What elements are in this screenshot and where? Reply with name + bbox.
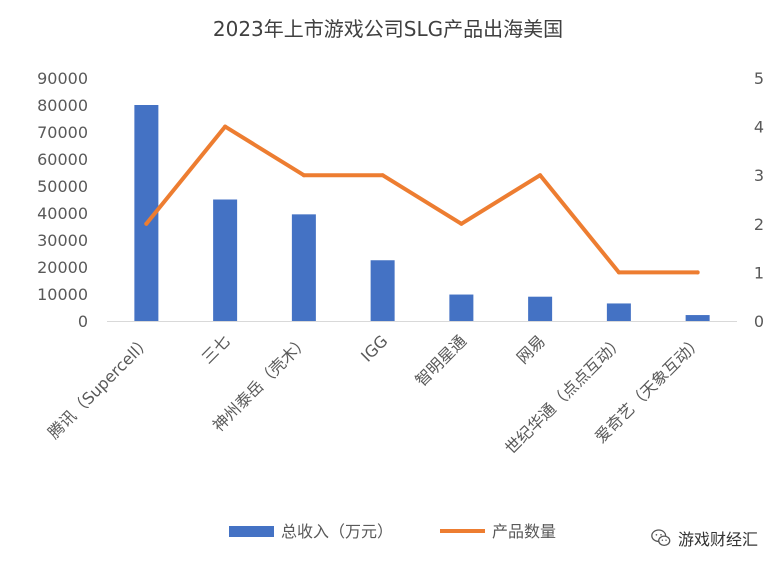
y-left-tick-label: 80000 <box>37 96 88 115</box>
bar <box>370 260 395 321</box>
line-point <box>616 270 621 275</box>
y-right-tick-label: 2 <box>754 215 764 234</box>
line-point <box>695 270 700 275</box>
y-left-tick-label: 0 <box>78 312 88 331</box>
y-right-tick-label: 3 <box>754 166 764 185</box>
legend-label-bar: 总收入（万元） <box>281 522 393 541</box>
line-point <box>380 173 385 178</box>
line-point <box>301 173 306 178</box>
bar <box>685 315 710 321</box>
legend-swatch-bar <box>229 526 274 537</box>
x-tick-label: 网易 <box>513 331 549 367</box>
y-right-tick-label: 1 <box>754 263 764 282</box>
y-right-tick-label: 0 <box>754 312 764 331</box>
x-tick-label: 智明星通 <box>412 331 471 390</box>
y-left-tick-label: 30000 <box>37 231 88 250</box>
y-left-tick-label: 60000 <box>37 150 88 169</box>
legend-label-line: 产品数量 <box>492 522 556 541</box>
y-left-tick-label: 50000 <box>37 177 88 196</box>
x-tick-label: 腾讯（Supercell） <box>44 331 155 442</box>
y-left-tick-label: 20000 <box>37 258 88 277</box>
line-series <box>144 124 700 275</box>
watermark: 游戏财经汇 <box>650 526 758 550</box>
line-point <box>459 221 464 226</box>
line-point <box>144 221 149 226</box>
bar <box>606 303 631 321</box>
y-left-tick-label: 40000 <box>37 204 88 223</box>
bar <box>213 199 238 321</box>
x-tick-label: IGG <box>357 331 391 365</box>
y-left-tick-label: 70000 <box>37 123 88 142</box>
bar <box>449 294 474 321</box>
line-point <box>538 173 543 178</box>
x-tick-label: 三七 <box>198 331 234 367</box>
y-right-tick-label: 5 <box>754 69 764 88</box>
bar <box>528 296 553 321</box>
y-right-tick-label: 4 <box>754 118 764 137</box>
wechat-icon <box>651 529 671 546</box>
y-left-tick-label: 90000 <box>37 69 88 88</box>
chart-title: 2023年上市游戏公司SLG产品出海美国 <box>213 17 563 41</box>
line-point <box>223 124 228 129</box>
bar <box>291 214 316 321</box>
watermark-text: 游戏财经汇 <box>677 530 758 549</box>
y-left-tick-label: 10000 <box>37 285 88 304</box>
